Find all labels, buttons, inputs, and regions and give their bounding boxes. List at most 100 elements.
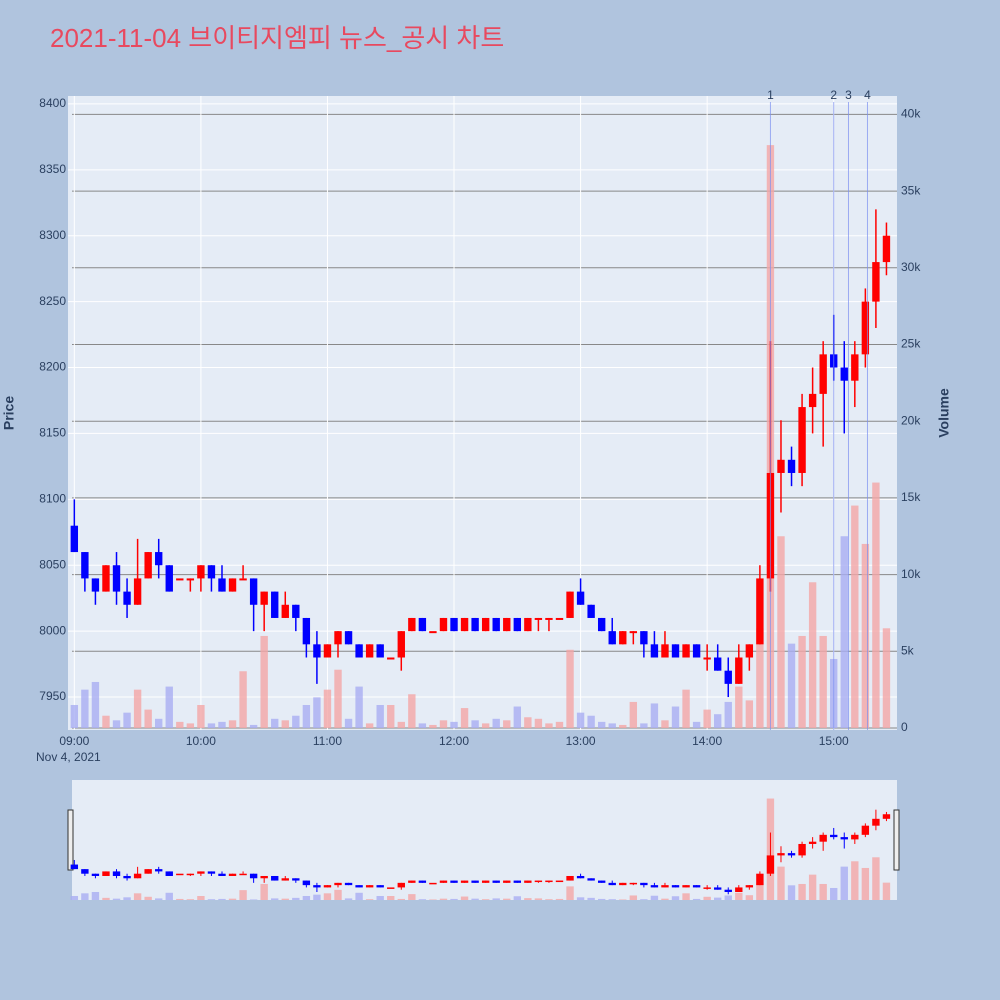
candle-body [851,354,859,381]
slider-candle-body [313,885,321,888]
candle-body [692,644,701,658]
volume-bar [851,505,859,728]
candle-body [323,644,332,658]
volume-bar [545,723,553,728]
slider-volume-bar [365,899,374,900]
slider-candle-body [271,875,279,881]
slider-candle-body [165,871,173,876]
volume-bar [218,721,226,728]
volume-bar [112,720,121,728]
slider-candle-body [397,882,405,888]
slider-volume-bar [555,898,564,900]
slider-volume-bar [682,893,690,900]
candle-body [576,591,585,605]
slider-volume-bar [714,897,722,900]
slider-volume-bar [133,893,142,900]
volume-bar [397,721,405,728]
volume-bar [176,721,184,728]
volume-bar [629,701,638,728]
slider-volume-bar [471,898,479,900]
candle-body [471,617,479,632]
x-tick-label: 14:00 [692,734,722,748]
volume-bar [91,681,100,728]
candle-body [872,262,880,302]
slider-volume-bar [650,895,659,900]
slider-volume-bar [640,899,648,900]
volume-bar [735,686,743,728]
volume-bar [777,536,785,728]
y-tick-label: 7950 [39,689,66,703]
slider-volume-bar [830,887,838,900]
candle-body [408,617,416,632]
candle-body [239,578,247,581]
volume-bar [882,628,891,728]
candle-body [260,591,268,605]
y2-tick-label: 30k [901,260,921,274]
x-tick-label: 10:00 [186,734,216,748]
slider-volume-bar [323,893,332,900]
candle-body [481,617,490,632]
candle-body [566,591,574,618]
x-tick-label: 13:00 [566,734,596,748]
volume-bar [492,718,500,728]
slider-candle-body [714,887,722,890]
slider-volume-bar [302,895,311,900]
candle-body [650,644,659,658]
candle-body [555,617,564,620]
slider-volume-bar [218,898,226,900]
volume-bar [861,543,870,728]
candle-body [819,354,827,394]
volume-bar [81,689,89,728]
slider-handle-left[interactable] [67,809,74,871]
candle-body [112,565,121,592]
slider-candle-body [692,885,701,888]
slider-candle-body [851,834,859,840]
volume-bar [597,721,606,728]
slider-candle-body [218,873,226,876]
volume-bar [671,706,680,728]
volume-bar [524,717,532,728]
candle-body [91,578,100,592]
slider-candle-body [281,878,289,881]
volume-bar [70,704,79,728]
volume-bar [787,643,796,728]
slider-volume-bar [777,866,785,900]
slider-candle-body [513,880,521,883]
candle-body [207,565,216,579]
slider-candle-body [302,880,311,886]
candle-body [703,657,711,660]
slider-candle-body [503,880,511,883]
volume-bar [745,700,754,728]
y-tick-label: 8200 [39,360,66,374]
slider-candle-body [387,887,395,889]
volume-bar [808,582,817,728]
candle-body [671,644,680,658]
volume-bar [450,721,458,728]
slider-candle-body [133,873,142,879]
volume-bar [703,709,711,728]
slider-volume-bar [123,897,131,900]
slider-candle-body [260,875,268,879]
slider-volume-bar [439,898,448,900]
slider-candle-body [365,885,374,888]
slider-volume-bar [703,896,711,900]
volume-bar [714,714,722,728]
y2-tick-label: 35k [901,183,921,197]
candle-body [334,631,342,645]
slider-volume-bar [91,891,100,900]
slider-candle-body [566,875,574,881]
slider-candle-body [587,878,595,881]
slider-candle-body [70,864,79,870]
slider-volume-bar [102,897,110,900]
candle-body [302,617,311,645]
slider-handle-right[interactable] [893,809,900,871]
slider-volume-bar [313,894,321,900]
slider-volume-bar [70,895,79,900]
volume-bar [576,712,585,728]
slider-candle-body [186,873,195,876]
volume-bar [872,482,880,728]
candle-body [587,604,595,618]
volume-bar [271,718,279,728]
chart-title: 2021-11-04 브이티지엠피 뉴스_공시 차트 [50,23,504,53]
slider-volume-bar [155,898,163,900]
